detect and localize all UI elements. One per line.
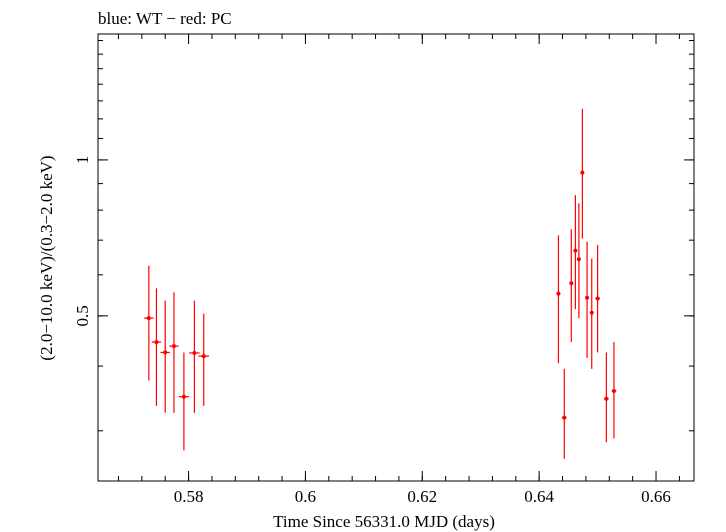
x-tick-label: 0.62 [407,487,437,506]
data-point [576,203,581,319]
data-point [169,292,179,413]
data-point [595,245,600,353]
data-point [604,352,609,443]
point-marker [171,344,176,349]
chart-title: blue: WT − red: PC [98,9,232,28]
point-marker [201,354,206,359]
point-marker [154,340,159,345]
data-point [556,235,561,364]
data-point [151,288,162,406]
data-point [580,108,585,239]
data-point [573,195,578,310]
data-point [198,313,210,406]
x-tick-label: 0.58 [174,487,204,506]
y-axis: 0.51 [73,40,694,432]
point-marker [569,281,574,286]
data-point [160,300,170,413]
data-point [144,265,154,381]
point-marker [181,394,186,399]
y-tick-label: 1 [73,156,92,165]
point-marker [580,170,585,175]
x-tick-label: 0.6 [295,487,316,506]
data-point [589,258,594,369]
data-point [561,368,567,459]
point-marker [611,389,616,394]
plot-frame [97,33,695,482]
x-axis-label: Time Since 56331.0 MJD (days) [273,512,495,531]
x-tick-label: 0.66 [641,487,671,506]
point-marker [556,291,561,296]
data-point [569,229,574,343]
x-tick-label: 0.64 [524,487,554,506]
point-marker [146,316,151,321]
data-point [611,342,617,439]
point-marker [562,415,567,420]
point-marker [604,396,609,401]
data-point [189,300,200,413]
point-marker [585,295,590,300]
point-marker [573,248,578,253]
point-marker [589,310,594,315]
y-axis-label: (2.0−10.0 keV)/(0.3−2.0 keV) [37,155,56,360]
y-tick-label: 0.5 [73,305,92,326]
series-pc [144,108,617,459]
point-marker [192,350,197,355]
data-point [585,241,590,358]
point-marker [163,350,168,355]
point-marker [576,257,581,262]
data-point [178,352,190,451]
point-marker [595,296,600,301]
x-axis: 0.58 0.6 0.62 0.64 0.66 [117,34,680,506]
